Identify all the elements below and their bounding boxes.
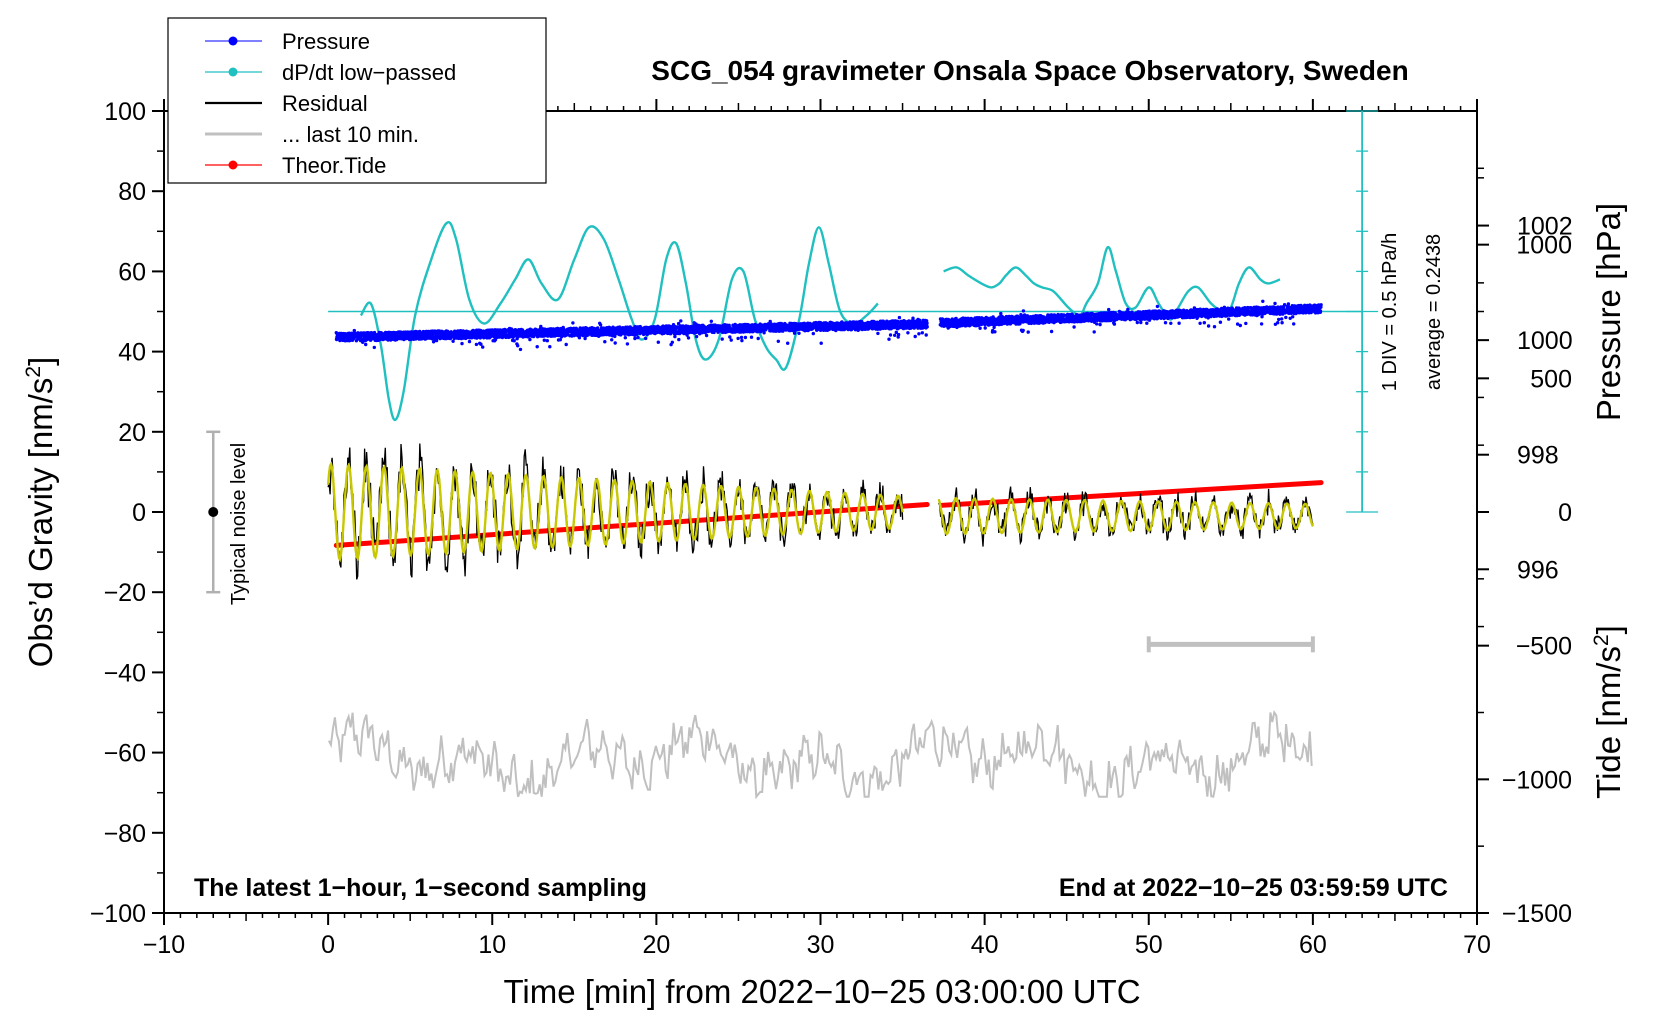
tide-tick-label: 1000 <box>1516 232 1572 260</box>
y-tick-label: −100 <box>90 900 146 928</box>
y-axis-left-title-sup: 2 <box>22 366 45 378</box>
chart-title: SCG_054 gravimeter Onsala Space Observat… <box>651 55 1408 86</box>
legend-marker <box>228 36 238 46</box>
dpdt-average-label: average = 0.2438 <box>1423 234 1445 390</box>
legend-label: Theor.Tide <box>282 153 386 178</box>
tide-tick-label: 0 <box>1558 499 1572 527</box>
series-pressure <box>938 299 1323 334</box>
legend-box <box>167 17 547 184</box>
y-axis-pressure-title: Pressure [hPa] <box>1590 203 1627 421</box>
series-dpdt <box>359 221 879 422</box>
pressure-tick-label: 1002 <box>1517 213 1573 241</box>
x-tick-label: 10 <box>478 931 506 959</box>
noise-bar-dot <box>208 507 219 517</box>
x-tick-label: 30 <box>807 931 835 959</box>
y-tick-label: −20 <box>104 579 146 607</box>
dpdt-scale-label: 1 DIV = 0.5 hPa/h <box>1379 233 1401 391</box>
legend-label: Pressure <box>282 29 370 54</box>
y-tick-label: 80 <box>118 178 146 206</box>
x-tick-label: 0 <box>321 931 335 959</box>
x-tick-label: 40 <box>971 931 999 959</box>
legend: Pressure dP/dt low−passed Residual ... last… <box>167 17 547 184</box>
x-axis: −10 0 10 20 30 40 50 60 70 <box>143 99 1491 959</box>
y-axis-tide-title-sup: 2 <box>1590 634 1613 646</box>
noise-level-label: Typical noise level <box>228 443 250 605</box>
series-residual-smoothed <box>937 497 1315 536</box>
legend-label: Residual <box>282 91 368 116</box>
y-tick-label: −60 <box>104 740 146 768</box>
tide-tick-label: −1000 <box>1502 766 1572 794</box>
tide-tick-label: 500 <box>1530 365 1572 393</box>
y-tick-label: −80 <box>104 820 146 848</box>
x-tick-label: 20 <box>642 931 670 959</box>
y-axis-left: −100 −80 −60 −40 −20 0 20 40 60 80 100 <box>90 98 164 928</box>
series-theor-tide <box>939 480 1324 508</box>
legend-marker <box>228 160 238 170</box>
series-theor-tide <box>333 502 930 548</box>
y-axis-tide: −1500 −1000 −500 0 500 1000 <box>1477 177 1572 928</box>
tide-tick-label: −1500 <box>1502 900 1572 928</box>
legend-label: dP/dt low−passed <box>282 60 456 85</box>
y-tick-label: 40 <box>118 339 146 367</box>
note-end-time: End at 2022−10−25 03:59:59 UTC <box>1059 874 1448 902</box>
series-residual-smoothed <box>326 461 904 563</box>
pressure-tick-label: 996 <box>1517 556 1559 584</box>
y-axis-tide-title-end: ] <box>1590 625 1627 634</box>
legend-marker <box>228 67 238 77</box>
y-axis-tide-title: Tide [nm/s2] <box>1590 625 1627 799</box>
y-tick-label: −40 <box>104 659 146 687</box>
series-last-10min <box>328 709 1313 800</box>
data-area <box>206 110 1379 800</box>
pressure-tick-label: 998 <box>1517 442 1559 470</box>
x-tick-label: −10 <box>143 931 185 959</box>
y-axis-left-title-end: ] <box>22 357 59 366</box>
y-axis-left-title: Obs’d Gravity [nm/s2] <box>22 357 59 668</box>
y-tick-label: 0 <box>132 499 146 527</box>
y-tick-label: 100 <box>104 98 146 126</box>
y-axis-tide-title-main: Tide [nm/s <box>1590 646 1627 799</box>
tide-tick-label: −500 <box>1516 633 1572 661</box>
legend-label: ... last 10 min. <box>282 122 419 147</box>
x-tick-label: 50 <box>1135 931 1163 959</box>
note-sampling: The latest 1−hour, 1−second sampling <box>194 874 647 902</box>
pressure-tick-label: 1000 <box>1517 327 1573 355</box>
x-tick-label: 60 <box>1299 931 1327 959</box>
series-pressure <box>334 315 929 352</box>
x-tick-label: 70 <box>1463 931 1491 959</box>
y-axis-left-title-main: Obs’d Gravity [nm/s <box>22 378 59 668</box>
x-axis-title: Time [min] from 2022−10−25 03:00:00 UTC <box>503 973 1140 1010</box>
y-tick-label: 60 <box>118 258 146 286</box>
y-tick-label: 20 <box>118 419 146 447</box>
